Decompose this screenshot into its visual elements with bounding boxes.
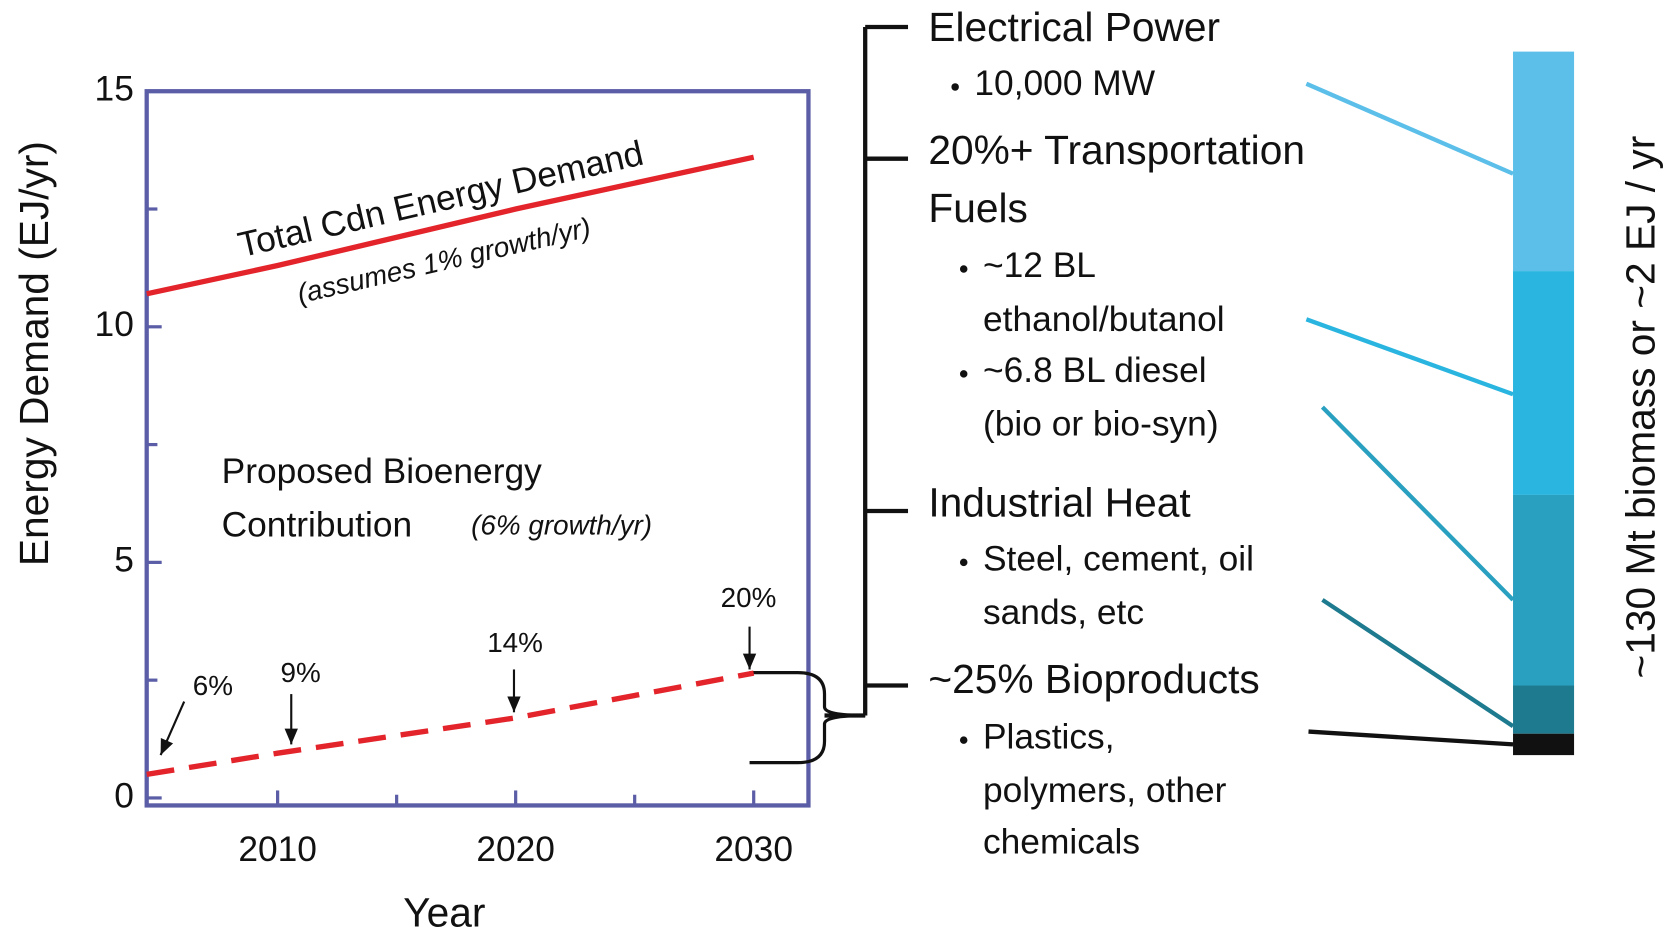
arrow-head	[742, 653, 757, 670]
bar-segment	[1513, 685, 1575, 734]
arrow-head	[507, 696, 521, 713]
y-tick-label: 15	[95, 70, 134, 109]
x-axis-label: Year	[403, 889, 485, 932]
y-tick-label: 5	[114, 541, 134, 580]
bullet-text: Steel, cement, oil	[983, 540, 1254, 579]
x-tick-label: 2020	[476, 830, 555, 869]
bar-segment	[1513, 51, 1575, 272]
y-tick-label: 0	[114, 776, 134, 815]
bullet-text: (bio or bio-syn)	[983, 405, 1219, 444]
annotation: Proposed Bioenergy	[222, 452, 542, 491]
arrow-head	[284, 728, 298, 745]
percent-label: 14%	[487, 627, 543, 658]
percent-label: 6%	[193, 670, 233, 701]
connector	[1308, 729, 1514, 747]
bar-segment	[1513, 733, 1575, 756]
bullet-text: 10,000 MW	[974, 64, 1155, 103]
x-tick-label: 2030	[714, 830, 793, 869]
percent-label: 9%	[281, 657, 321, 688]
y-tick-label: 10	[95, 305, 134, 344]
bullet-text: polymers, other	[983, 771, 1227, 810]
bullet	[951, 83, 959, 91]
x-tick-label: 2010	[238, 830, 317, 869]
bracket	[824, 24, 909, 718]
y-axis-label: Energy Demand (EJ/yr)	[11, 141, 57, 566]
bullet	[959, 370, 968, 378]
annotation: Contribution	[222, 505, 412, 544]
connector	[1320, 405, 1515, 602]
arrow-head	[160, 737, 174, 756]
series-line	[146, 670, 755, 778]
heading: ~25% Bioproducts	[928, 656, 1259, 702]
percent-label: 20%	[721, 582, 777, 613]
bullet-text: ~12 BL	[983, 246, 1096, 285]
bullet-text: Plastics,	[983, 717, 1115, 756]
heading: 20%+ Transportation	[928, 127, 1305, 173]
heading: Electrical Power	[928, 4, 1220, 50]
connector	[1305, 317, 1514, 397]
bullet-text: ~6.8 BL diesel	[983, 351, 1207, 390]
bullet	[959, 265, 968, 273]
bar-segment	[1513, 271, 1575, 495]
connector	[1321, 598, 1515, 728]
bullet-text: chemicals	[983, 822, 1140, 861]
bullet	[959, 558, 968, 567]
heading: Industrial Heat	[928, 479, 1190, 525]
heading: Fuels	[928, 185, 1028, 231]
bullet-text: ethanol/butanol	[983, 300, 1225, 339]
connector	[1305, 81, 1514, 176]
column-label: ~130 Mt biomass or ~2 EJ / yr	[1617, 136, 1663, 679]
bar-segment	[1513, 494, 1575, 686]
bullet-text: sands, etc	[983, 593, 1144, 632]
plot-frame	[144, 89, 811, 808]
bullet	[959, 736, 968, 744]
series-line	[146, 154, 755, 297]
annotation: (6% growth/yr)	[471, 509, 652, 540]
